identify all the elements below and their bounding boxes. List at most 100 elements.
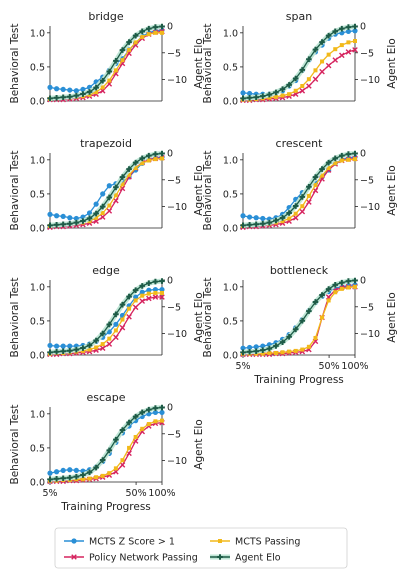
right-tick-label: 0: [167, 149, 173, 160]
series-elo: [47, 23, 165, 102]
series-mcts: [241, 284, 357, 356]
data-point-marker: [113, 328, 118, 333]
data-point-marker: [133, 435, 138, 439]
data-point-marker: [300, 204, 305, 209]
right-tick-label: −10: [167, 329, 187, 340]
data-point-marker: [279, 215, 286, 221]
panel-title: trapezoid: [80, 137, 132, 150]
data-point-marker: [246, 348, 253, 355]
data-point-marker: [139, 289, 145, 295]
x-tick-label: 50%: [126, 488, 147, 499]
data-point-marker: [299, 208, 306, 215]
x-tick-label: 100%: [341, 361, 368, 372]
data-point-marker: [146, 280, 152, 287]
data-point-marker: [320, 315, 325, 320]
data-point-marker: [152, 294, 159, 300]
data-point-marker: [313, 68, 318, 73]
data-point-marker: [133, 294, 139, 300]
right-tick-label: 0: [167, 22, 173, 33]
data-point-marker: [100, 342, 105, 347]
right-tick-label: 0: [167, 403, 173, 414]
data-point-marker: [66, 474, 73, 481]
data-point-marker: [312, 174, 319, 180]
data-point-marker: [353, 284, 357, 289]
data-point-marker: [53, 221, 60, 228]
data-point-marker: [306, 183, 312, 190]
data-point-marker: [293, 88, 298, 93]
right-tick-label: −5: [167, 429, 181, 440]
data-point-marker: [326, 298, 331, 303]
data-point-marker: [332, 57, 339, 63]
data-point-marker: [352, 277, 358, 284]
data-point-marker: [127, 445, 132, 450]
panel-title: edge: [92, 264, 120, 277]
data-point-marker: [86, 469, 93, 476]
data-point-marker: [132, 159, 139, 166]
right-tick-label: −10: [167, 456, 187, 467]
data-point-marker: [306, 193, 311, 198]
data-point-marker: [139, 155, 146, 162]
data-point-marker: [306, 56, 312, 63]
data-point-marker: [246, 221, 253, 228]
data-point-marker: [73, 346, 80, 353]
legend-item-mcts: MCTS Passing: [210, 537, 300, 548]
data-point-marker: [319, 39, 325, 45]
data-point-marker: [139, 283, 146, 289]
data-point-marker: [300, 84, 305, 88]
data-point-marker: [259, 347, 266, 353]
data-point-marker: [152, 151, 159, 157]
series-line: [242, 30, 356, 95]
series-line: [243, 286, 355, 355]
data-point-marker: [320, 59, 325, 64]
panel-edge: edge 0.0 0.5 1.0 0 −5 −10 Behavioral Test Agent …: [9, 264, 205, 362]
data-point-marker: [159, 409, 165, 416]
legend-label: MCTS Z Score > 1: [89, 537, 175, 548]
data-point-marker: [60, 475, 66, 482]
data-point-marker: [312, 76, 319, 82]
right-tick-label: −5: [360, 175, 374, 186]
data-point-marker: [80, 345, 86, 351]
data-point-marker: [80, 472, 86, 478]
series-zscore: [47, 409, 165, 476]
data-point-marker: [266, 219, 273, 226]
data-point-marker: [273, 94, 278, 99]
data-point-marker: [325, 62, 332, 69]
legend-item-zscore: MCTS Z Score > 1: [64, 537, 175, 548]
series-elo: [240, 23, 358, 102]
data-point-marker: [53, 343, 60, 349]
data-point-marker: [80, 348, 85, 353]
data-point-marker: [299, 67, 306, 73]
data-point-marker: [339, 286, 344, 291]
data-point-marker: [280, 93, 285, 98]
left-tick-label: 1.0: [30, 282, 45, 293]
x-axis-label: Training Progress: [253, 374, 344, 386]
data-point-marker: [299, 317, 306, 324]
data-point-marker: [160, 290, 164, 295]
left-tick-label: 0.5: [30, 189, 45, 200]
left-tick-label: 0.0: [30, 478, 45, 489]
left-tick-label: 0.0: [30, 97, 45, 108]
data-point-marker: [139, 298, 146, 304]
data-point-marker: [352, 47, 358, 53]
series-line: [242, 284, 356, 349]
data-point-marker: [113, 197, 119, 204]
data-point-marker: [159, 23, 165, 30]
data-point-marker: [287, 216, 292, 221]
data-point-marker: [346, 40, 351, 45]
y-axis-label-left: Behavioral Test: [202, 151, 214, 231]
data-point-marker: [253, 348, 259, 355]
data-point-marker: [153, 290, 158, 295]
data-point-marker: [71, 554, 77, 560]
data-point-marker: [132, 304, 139, 311]
data-point-marker: [299, 87, 306, 94]
y-axis-label-right: Agent Elo: [193, 292, 205, 342]
data-point-marker: [293, 348, 298, 353]
data-point-marker: [320, 173, 325, 178]
data-point-marker: [152, 286, 159, 293]
series-line: [242, 25, 356, 99]
data-point-marker: [127, 47, 132, 52]
data-point-marker: [159, 278, 165, 284]
data-point-marker: [312, 187, 319, 194]
data-point-marker: [47, 349, 53, 356]
data-point-marker: [80, 86, 86, 93]
